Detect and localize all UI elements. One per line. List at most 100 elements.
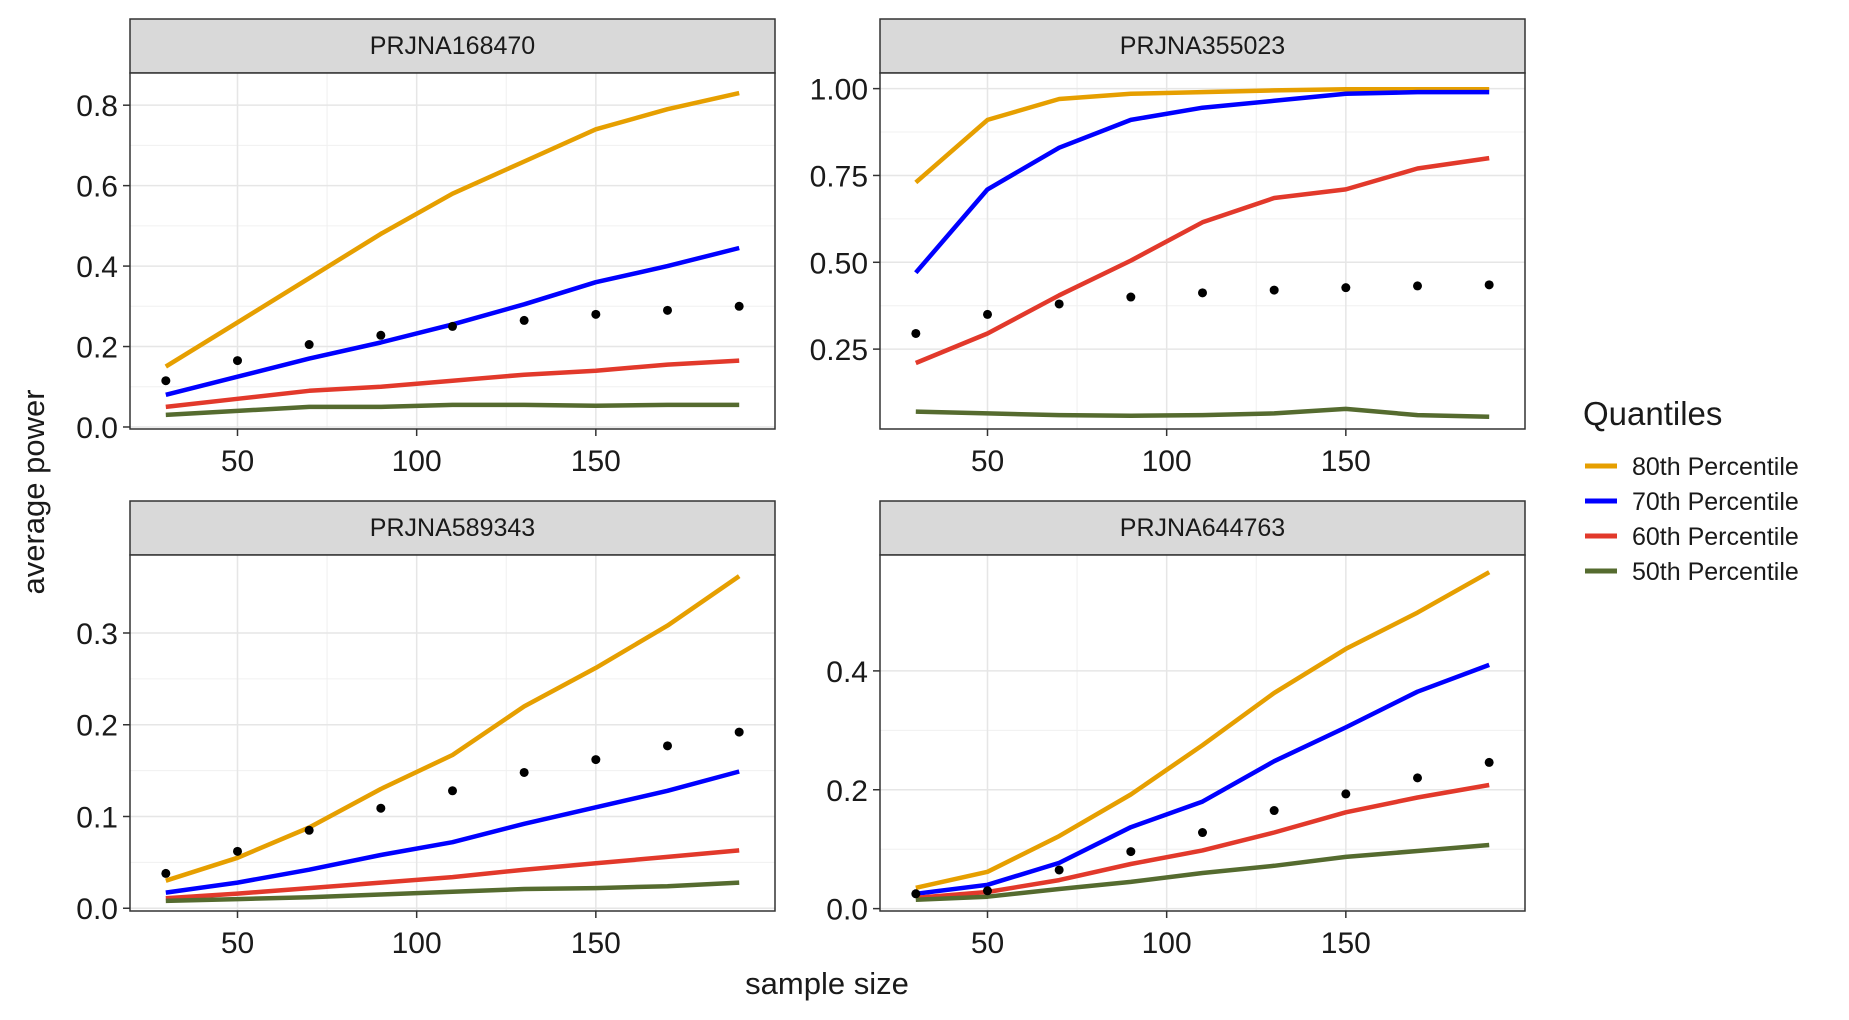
x-tick-label: 150	[1321, 927, 1371, 960]
data-point	[304, 825, 314, 835]
data-point	[1126, 292, 1136, 302]
y-tick-label: 0.1	[76, 801, 118, 834]
x-tick-label: 150	[571, 445, 621, 478]
y-tick-label: 0.25	[810, 334, 868, 367]
y-tick-label: 0.2	[76, 332, 118, 365]
data-point	[1126, 847, 1136, 857]
data-point	[376, 803, 386, 813]
x-tick-label: 50	[221, 445, 254, 478]
x-tick-label: 50	[221, 927, 254, 960]
data-point	[663, 305, 672, 315]
panel-background	[130, 73, 775, 429]
legend-title: Quantiles	[1583, 395, 1722, 432]
facet-strip	[879, 500, 1526, 556]
data-point	[233, 356, 242, 366]
x-tick-label: 100	[1142, 445, 1192, 478]
data-point	[591, 309, 601, 319]
series-line-70th-percentile	[914, 89, 1490, 275]
series-line-70th-percentile	[915, 662, 1490, 897]
panel-PRJNA589343: PRJNA589343 0.0 0.1 0.2 0.3 50 100 150	[76, 500, 776, 960]
data-point	[911, 328, 921, 338]
legend-label: 50th Percentile	[1632, 558, 1799, 586]
data-point	[161, 376, 171, 386]
x-tick-label: 150	[571, 927, 621, 960]
series-line-50th-percentile	[165, 880, 740, 904]
series-line-80th-percentile	[914, 87, 1490, 185]
panel-PRJNA355023: PRJNA355023 0.25 0.50 0.75 1.00 50 100 150	[810, 18, 1526, 478]
panel-PRJNA644763: PRJNA644763 0.0 0.2 0.4 50 100 150	[826, 500, 1526, 960]
data-point	[663, 741, 672, 751]
data-point	[1413, 281, 1422, 291]
data-point	[1484, 280, 1494, 290]
panel-border	[879, 554, 1526, 912]
data-point	[911, 889, 921, 899]
data-point	[1198, 828, 1207, 838]
facet-title: PRJNA168470	[370, 32, 535, 60]
y-tick-label: 0.4	[826, 656, 868, 689]
series-line-50th-percentile	[915, 842, 1490, 902]
series-line-50th-percentile	[915, 406, 1490, 420]
x-tick-label: 50	[971, 445, 1004, 478]
facet-title: PRJNA355023	[1120, 32, 1285, 60]
series-line-80th-percentile	[915, 570, 1491, 890]
y-tick-label: 0.8	[76, 90, 118, 123]
series-line-60th-percentile	[914, 155, 1490, 366]
panel-border	[879, 72, 1526, 430]
y-tick-label: 0.75	[810, 160, 868, 193]
data-point	[1269, 285, 1279, 295]
x-axis-title: sample size	[745, 966, 909, 1001]
data-point	[1341, 283, 1351, 293]
legend: Quantiles 80th Percentile 70th Percentile 6…	[1583, 395, 1799, 586]
data-point	[734, 727, 744, 737]
data-point	[519, 767, 529, 777]
facet-title: PRJNA644763	[1120, 514, 1285, 542]
y-tick-label: 0.4	[76, 251, 118, 284]
data-point	[1341, 789, 1351, 799]
data-point	[983, 886, 992, 896]
x-tick-label: 100	[392, 445, 442, 478]
series-line-60th-percentile	[915, 782, 1490, 901]
y-tick-label: 0.0	[76, 412, 118, 445]
y-tick-label: 0.0	[76, 893, 118, 926]
series-line-60th-percentile	[165, 848, 740, 901]
data-point	[448, 786, 457, 796]
data-point	[1054, 865, 1064, 875]
y-tick-label: 0.50	[810, 247, 868, 280]
data-point	[1484, 757, 1494, 767]
facet-strip	[129, 18, 776, 74]
legend-label: 70th Percentile	[1632, 488, 1799, 516]
facet-strip	[879, 18, 1526, 74]
data-point	[983, 309, 992, 319]
data-point	[1269, 806, 1279, 816]
legend-label: 80th Percentile	[1632, 453, 1799, 481]
y-tick-label: 1.00	[810, 74, 868, 107]
series-line-80th-percentile	[165, 574, 741, 883]
data-point	[304, 340, 314, 350]
x-tick-label: 150	[1321, 445, 1371, 478]
y-tick-label: 0.3	[76, 618, 118, 651]
y-tick-label: 0.0	[826, 894, 868, 927]
y-tick-label: 0.6	[76, 171, 118, 204]
y-axis-title: average power	[16, 389, 51, 594]
x-tick-label: 100	[392, 927, 442, 960]
panel-border	[129, 72, 776, 430]
data-point	[591, 755, 601, 765]
data-point	[376, 330, 386, 340]
y-tick-label: 0.2	[76, 710, 118, 743]
facet-title: PRJNA589343	[370, 514, 535, 542]
legend-label: 60th Percentile	[1632, 523, 1799, 551]
panel-PRJNA168470: PRJNA168470 0.0 0.2 0.4 0.6 0.8 50 100 150	[76, 18, 776, 478]
data-point	[233, 846, 242, 856]
panel-border	[129, 554, 776, 912]
data-point	[519, 315, 529, 325]
data-point	[1413, 773, 1422, 783]
data-point	[734, 301, 744, 311]
data-point	[1198, 288, 1207, 298]
data-point	[1054, 299, 1064, 309]
data-point	[448, 321, 457, 331]
series-line-70th-percentile	[165, 769, 740, 895]
series-line-60th-percentile	[165, 358, 740, 410]
x-tick-label: 100	[1142, 927, 1192, 960]
